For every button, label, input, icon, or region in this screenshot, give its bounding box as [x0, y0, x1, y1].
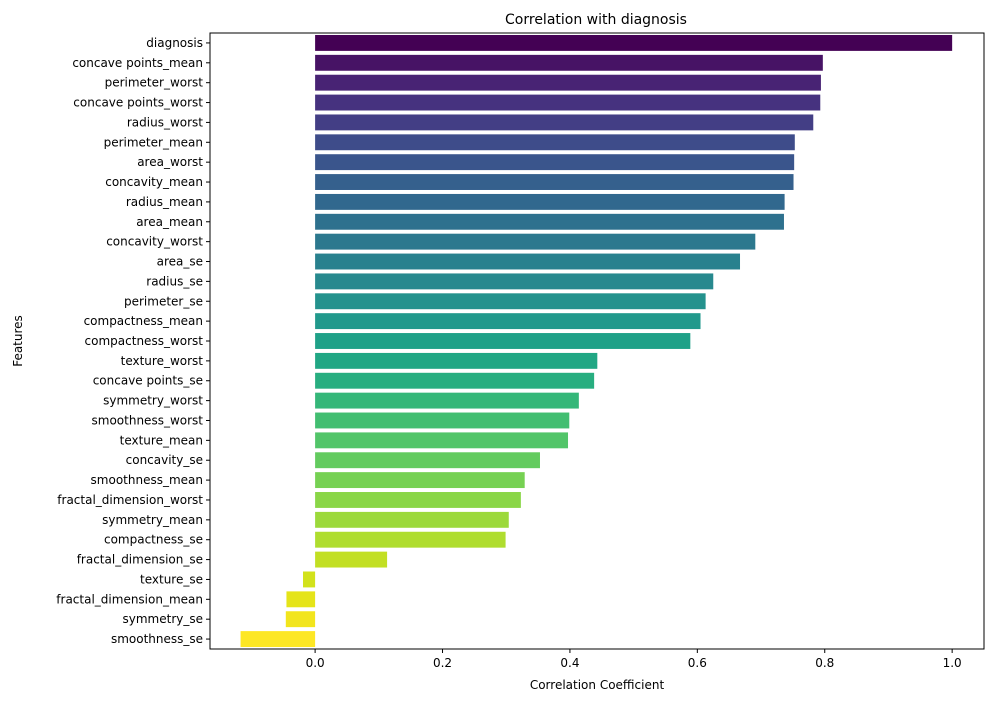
- bar-symmetry_mean: [315, 511, 509, 528]
- y-tick-label: smoothness_worst: [92, 413, 204, 427]
- x-tick-label: 0.2: [433, 656, 452, 670]
- bar-concavity_worst: [315, 233, 756, 250]
- y-tick-label: concave points_worst: [73, 96, 203, 110]
- y-tick-label: radius_worst: [127, 115, 203, 129]
- y-tick-label: diagnosis: [146, 36, 203, 50]
- bar-smoothness_worst: [315, 412, 570, 429]
- bar-texture_mean: [315, 432, 569, 449]
- y-tick-label: radius_mean: [126, 195, 203, 209]
- y-tick-label: perimeter_worst: [105, 76, 204, 90]
- bar-area_mean: [315, 213, 784, 230]
- y-tick-label: smoothness_mean: [91, 473, 203, 487]
- bar-symmetry_worst: [315, 392, 579, 409]
- bar-perimeter_mean: [315, 134, 795, 151]
- y-tick-label: concavity_se: [126, 453, 203, 467]
- x-tick-label: 0.4: [560, 656, 579, 670]
- bars-group: [240, 34, 953, 648]
- y-axis-label: Features: [11, 315, 25, 367]
- bar-compactness_worst: [315, 333, 691, 349]
- y-tick-label: concave points_mean: [72, 56, 203, 70]
- y-tick-label: compactness_worst: [85, 334, 204, 348]
- y-tick-label: compactness_se: [104, 533, 203, 547]
- bar-symmetry_se: [285, 611, 316, 628]
- bar-diagnosis: [315, 34, 953, 51]
- y-tick-label: compactness_mean: [84, 314, 203, 328]
- y-tick-label: radius_se: [146, 274, 203, 288]
- bar-area_worst: [315, 154, 795, 171]
- x-tick-label: 1.0: [943, 656, 962, 670]
- bar-compactness_se: [315, 531, 506, 548]
- bar-perimeter_worst: [315, 74, 821, 91]
- y-tick-label: fractal_dimension_worst: [57, 493, 203, 507]
- bar-fractal_dimension_mean: [286, 591, 316, 608]
- y-tick-label: area_worst: [137, 155, 203, 169]
- x-tick-label: 0.0: [306, 656, 325, 670]
- y-tick-label: fractal_dimension_se: [77, 553, 203, 567]
- bar-radius_se: [315, 273, 714, 290]
- bar-fractal_dimension_worst: [315, 492, 521, 508]
- bar-area_se: [315, 253, 741, 270]
- y-tick-label: symmetry_worst: [103, 394, 203, 408]
- bar-perimeter_se: [315, 293, 706, 310]
- y-tick-label: concavity_mean: [105, 175, 203, 189]
- bar-texture_se: [303, 571, 316, 588]
- bar-concave-points_mean: [315, 54, 823, 71]
- y-tick-label: texture_worst: [121, 354, 204, 368]
- y-tick-label: perimeter_mean: [104, 135, 203, 149]
- y-tick-label: concave points_se: [93, 374, 203, 388]
- bar-concave-points_worst: [315, 94, 821, 111]
- y-tick-label: texture_mean: [120, 433, 203, 447]
- bar-smoothness_se: [240, 631, 316, 648]
- y-tick-label: symmetry_mean: [102, 513, 203, 527]
- y-tick-label: perimeter_se: [124, 294, 203, 308]
- y-tick-label: area_mean: [136, 215, 203, 229]
- bar-radius_mean: [315, 193, 785, 210]
- y-tick-label: symmetry_se: [123, 612, 204, 626]
- bar-fractal_dimension_se: [315, 551, 388, 568]
- y-tick-label: concavity_worst: [106, 235, 203, 249]
- y-tick-label: fractal_dimension_mean: [56, 592, 203, 606]
- x-tick-label: 0.8: [815, 656, 834, 670]
- y-ticks-group: diagnosis concave points_mean perimeter_wo…: [56, 36, 210, 646]
- bar-compactness_mean: [315, 313, 701, 330]
- plot-frame: [209, 32, 985, 650]
- y-tick-label: texture_se: [140, 572, 203, 586]
- y-tick-label: area_se: [157, 255, 203, 269]
- bar-smoothness_mean: [315, 472, 525, 489]
- x-tick-label: 0.6: [688, 656, 707, 670]
- x-ticks-group: 0.0 0.2 0.4 0.6 0.8 1.0: [306, 649, 962, 670]
- bar-concavity_mean: [315, 174, 794, 190]
- y-tick-label: smoothness_se: [111, 632, 203, 646]
- chart-title: Correlation with diagnosis: [505, 12, 687, 28]
- bar-radius_worst: [315, 114, 814, 131]
- x-axis-label: Correlation Coefficient: [530, 678, 665, 692]
- bar-texture_worst: [315, 352, 598, 369]
- bar-concave-points_se: [315, 372, 595, 389]
- bar-concavity_se: [315, 452, 540, 469]
